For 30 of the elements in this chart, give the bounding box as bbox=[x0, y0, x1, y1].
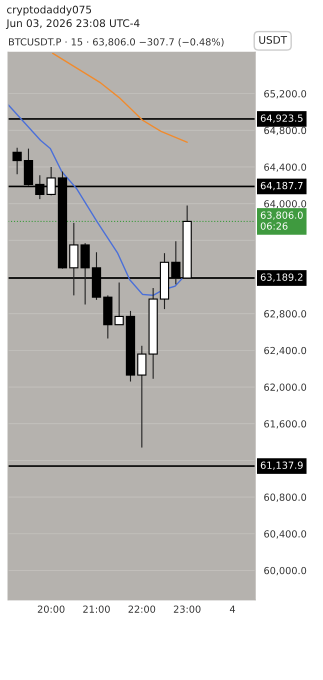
ref-line-label: 63,806.0 06:26 bbox=[260, 211, 303, 230]
y-tick-label: 61,600.0 bbox=[264, 420, 306, 429]
x-tick-label: 22:00 bbox=[128, 605, 156, 613]
ref-line-label: 63,189.2 bbox=[260, 273, 302, 282]
y-tick-label: 64,400.0 bbox=[264, 163, 306, 172]
y-tick-label: 62,000.0 bbox=[264, 384, 306, 392]
candlestick bbox=[114, 282, 124, 326]
y-tick-label: 64,000.0 bbox=[264, 200, 306, 208]
x-tick-label: 4 bbox=[230, 606, 236, 613]
line-series bbox=[52, 52, 188, 143]
y-tick-label: 60,000.0 bbox=[264, 566, 306, 576]
x-tick-label: 21:00 bbox=[83, 605, 110, 613]
text: cryptodaddy075 bbox=[7, 5, 92, 16]
text: USDT bbox=[259, 36, 288, 44]
y-tick-label: 65,200.0 bbox=[264, 90, 306, 98]
x-tick-label: 20:00 bbox=[38, 605, 65, 613]
y-tick-label: 60,400.0 bbox=[264, 530, 306, 539]
text: Jun 03, 2026 23:08 UTC-4 bbox=[6, 19, 140, 30]
line-series bbox=[8, 104, 183, 296]
ref-line-label: 64,187.7 bbox=[260, 182, 303, 190]
chart-title: BTCUSDT.P · 15 · 63,806.0 −307.7 (−0.48%) bbox=[9, 38, 224, 47]
x-tick-label: 23:00 bbox=[174, 605, 201, 613]
y-tick-label: 60,800.0 bbox=[264, 494, 306, 502]
candlestick bbox=[137, 345, 146, 448]
candlestick bbox=[12, 147, 22, 175]
y-tick-label: 62,400.0 bbox=[264, 346, 306, 356]
ref-line-label: 64,923.5 bbox=[260, 114, 303, 123]
y-tick-label: 64,800.0 bbox=[264, 126, 306, 136]
y-tick-label: 62,800.0 bbox=[264, 310, 306, 319]
ref-line-label: 61,137.9 bbox=[260, 462, 303, 470]
